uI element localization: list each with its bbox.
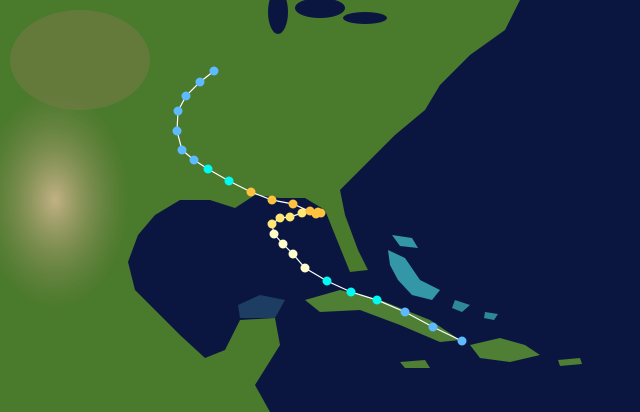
storm-track-points (172, 66, 467, 346)
track-point (181, 91, 191, 101)
track-point (246, 187, 256, 197)
bahamas-bank (388, 250, 440, 300)
plains-region (10, 10, 150, 110)
track-point (267, 195, 277, 205)
puerto-rico (558, 358, 582, 366)
bahamas-bank (484, 312, 498, 320)
bahamas-bank (392, 235, 418, 248)
jamaica (400, 360, 430, 368)
desert-region (0, 90, 130, 310)
yucatan-bank (238, 295, 285, 318)
lake (268, 0, 288, 34)
cuba (305, 290, 460, 342)
track-point (195, 77, 205, 87)
track-point (209, 66, 219, 76)
track-point (288, 249, 298, 259)
track-point (267, 219, 277, 229)
track-point (322, 276, 332, 286)
lake (295, 0, 345, 18)
track-point (203, 164, 213, 174)
hispaniola (470, 338, 540, 362)
bahamas-bank (452, 300, 470, 312)
track-point (224, 176, 234, 186)
track-point (172, 126, 182, 136)
track-point (189, 155, 199, 165)
track-point (285, 212, 295, 222)
track-point (275, 213, 285, 223)
track-point (400, 307, 410, 317)
track-point (177, 145, 187, 155)
track-point (288, 199, 298, 209)
track-point (173, 106, 183, 116)
north-america-land (0, 0, 520, 412)
track-point (311, 209, 321, 219)
track-point (297, 208, 307, 218)
lake (343, 12, 387, 24)
track-point (278, 239, 288, 249)
track-point (269, 229, 279, 239)
track-point (457, 336, 467, 346)
track-point (428, 322, 438, 332)
track-point (346, 287, 356, 297)
track-point (372, 295, 382, 305)
track-point (300, 263, 310, 273)
